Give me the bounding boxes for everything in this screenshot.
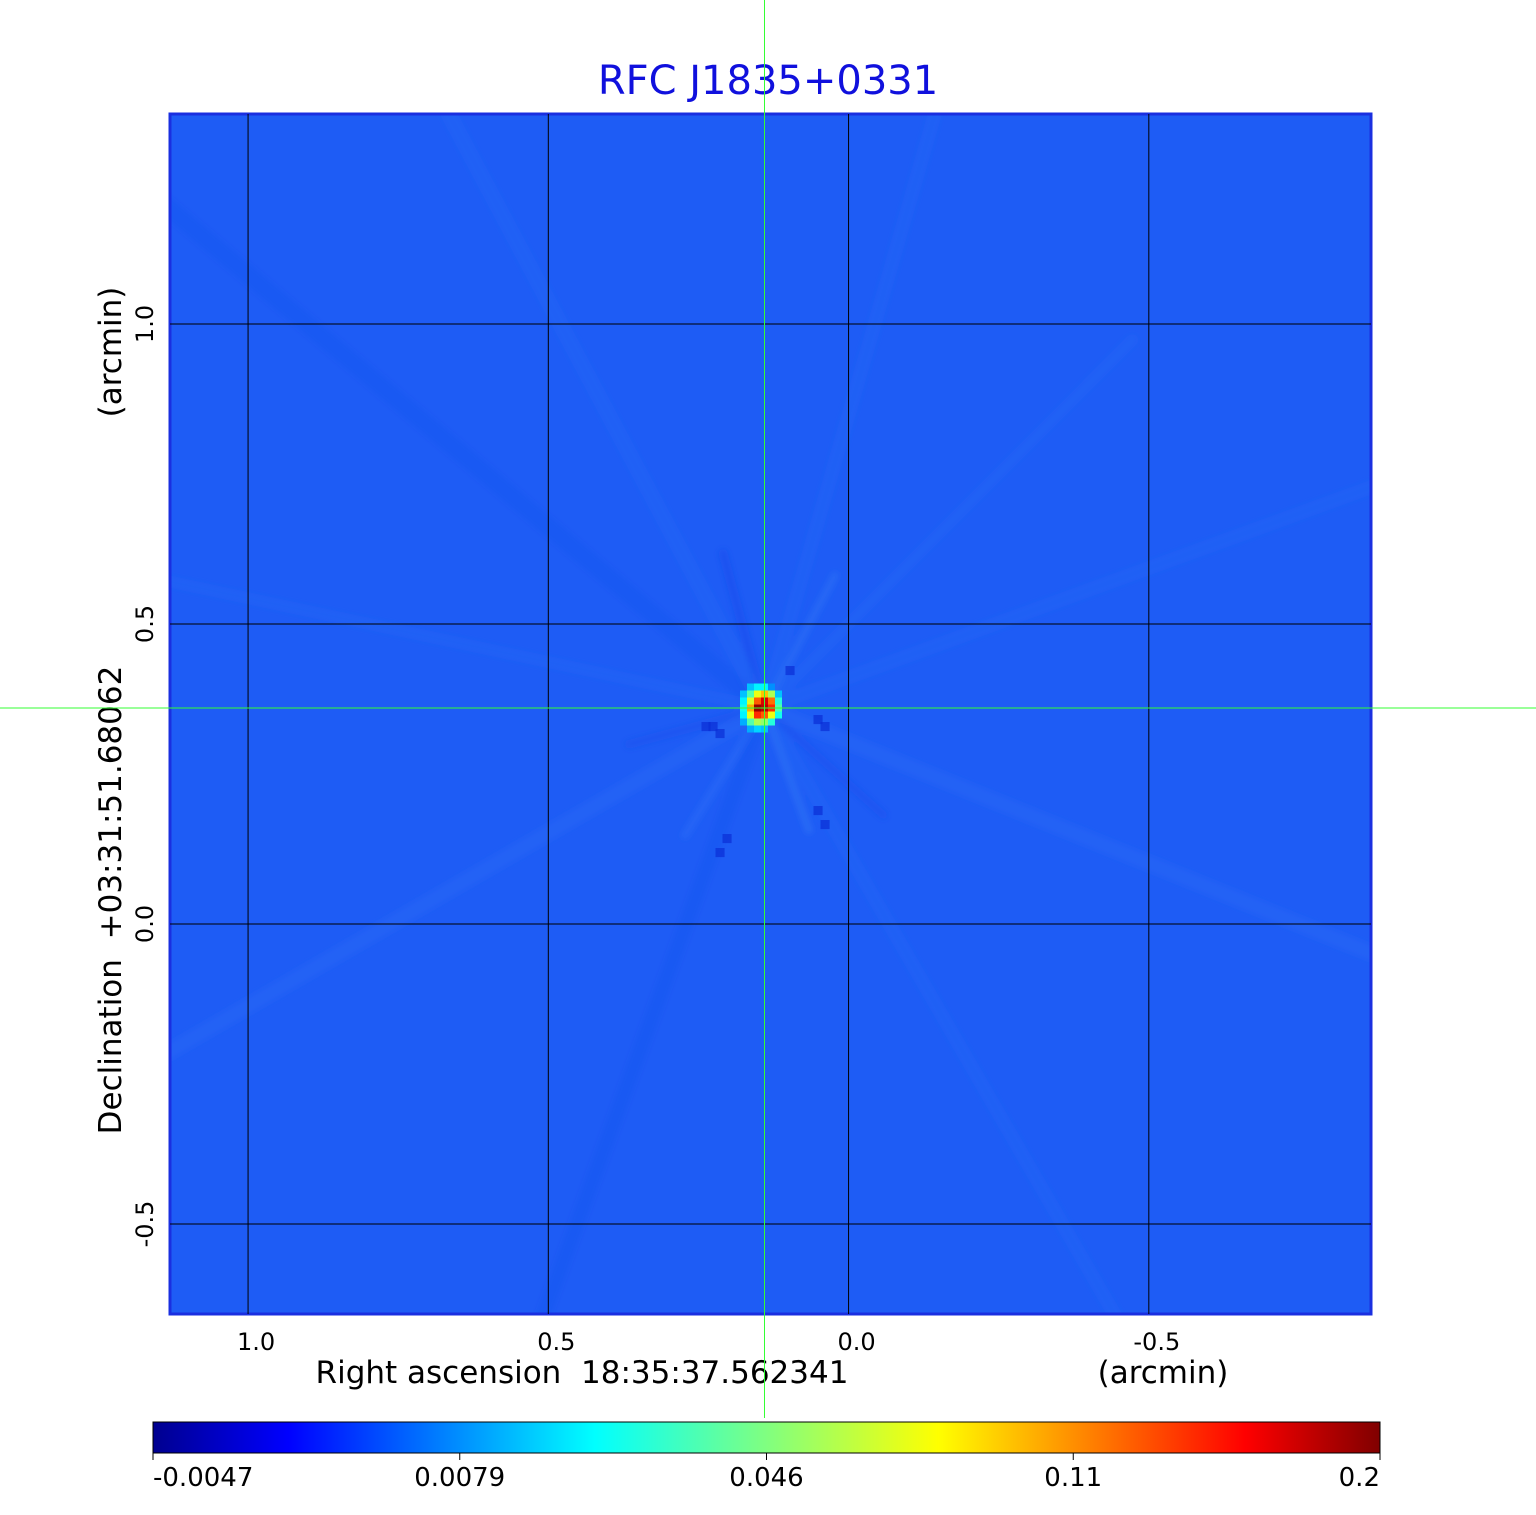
streak (757, 479, 1371, 715)
streak (170, 700, 773, 1061)
x-axis-label: Right ascension 18:35:37.562341 (316, 1355, 849, 1391)
negative-pixel (785, 666, 795, 676)
negative-pixel (820, 820, 830, 830)
source-pixel (753, 697, 761, 705)
source-pixel (746, 683, 754, 691)
source-pixel (753, 718, 761, 726)
source-pixel (739, 711, 747, 719)
source-pixel (746, 711, 754, 719)
chart-title: RFC J1835+0331 (598, 58, 938, 104)
y-axis-label: Declination +03:31:51.68062 (93, 666, 129, 1135)
x-axis-unit: (arcmin) (1098, 1355, 1229, 1391)
source-pixel (753, 683, 761, 691)
negative-pixel (701, 722, 711, 732)
x-tick-label: 1.0 (237, 1328, 275, 1356)
source-pixel (746, 697, 754, 705)
negative-pixel (715, 848, 725, 858)
source-pixel (774, 697, 782, 705)
negative-pixel (708, 722, 718, 732)
y-axis-unit: (arcmin) (93, 287, 129, 418)
streak (757, 114, 943, 715)
source-pixel (739, 718, 747, 726)
streak (170, 197, 774, 717)
negative-pixel (813, 715, 823, 725)
source-pixel (746, 725, 754, 733)
y-tick-label: 0.5 (131, 605, 159, 643)
colorbar-tick-label: 0.2 (1339, 1463, 1380, 1493)
negative-pixel (813, 806, 823, 816)
streak (756, 700, 1371, 962)
source-pixel (753, 725, 761, 733)
streak (170, 575, 771, 714)
intensity-map (170, 114, 1371, 1314)
streak (536, 701, 772, 1314)
source-pixel (753, 690, 761, 698)
streak (439, 114, 773, 716)
source-pixel (767, 697, 775, 705)
source-pixel (767, 718, 775, 726)
x-tick-label: 0.0 (837, 1328, 875, 1356)
x-tick-label: 0.5 (537, 1328, 575, 1356)
source-pixel (739, 690, 747, 698)
streak (758, 334, 1139, 714)
negative-pixel (715, 729, 725, 739)
y-tick-label: 0.0 (131, 905, 159, 943)
colorbar-tick-label: 0.0079 (414, 1463, 505, 1493)
source-pixel (739, 697, 747, 705)
colorbar-tick-label: 0.046 (729, 1463, 803, 1493)
crosshair (0, 0, 1536, 1418)
y-tick-labels: -0.5 0.0 0.5 1.0 (131, 305, 159, 1248)
streak (757, 701, 1123, 1314)
x-tick-label: -0.5 (1133, 1328, 1180, 1356)
negative-pixel (820, 722, 830, 732)
source-pixel (767, 690, 775, 698)
source-pixel (767, 711, 775, 719)
source-pixel (767, 683, 775, 691)
sidelobe-streaks (170, 114, 1371, 1314)
x-tick-labels: 1.0 0.5 0.0 -0.5 (237, 1328, 1180, 1356)
source-pixel (774, 711, 782, 719)
colorbar (152, 1421, 1381, 1454)
colorbar-tick-label: -0.0047 (153, 1463, 253, 1493)
streak (760, 704, 888, 820)
source-pixel (746, 690, 754, 698)
source-pixel (753, 711, 761, 719)
source-pixel (774, 690, 782, 698)
y-tick-label: 1.0 (131, 305, 159, 343)
coordinate-grid (170, 114, 1371, 1314)
y-tick-label: -0.5 (131, 1201, 159, 1248)
negative-pixel (722, 834, 732, 844)
plot-frame (168, 112, 1373, 1316)
colorbar-tick-labels: -0.0047 0.0079 0.046 0.11 0.2 (152, 1453, 1381, 1493)
colorbar-tick-label: 0.11 (1044, 1463, 1102, 1493)
source-pixel (746, 718, 754, 726)
